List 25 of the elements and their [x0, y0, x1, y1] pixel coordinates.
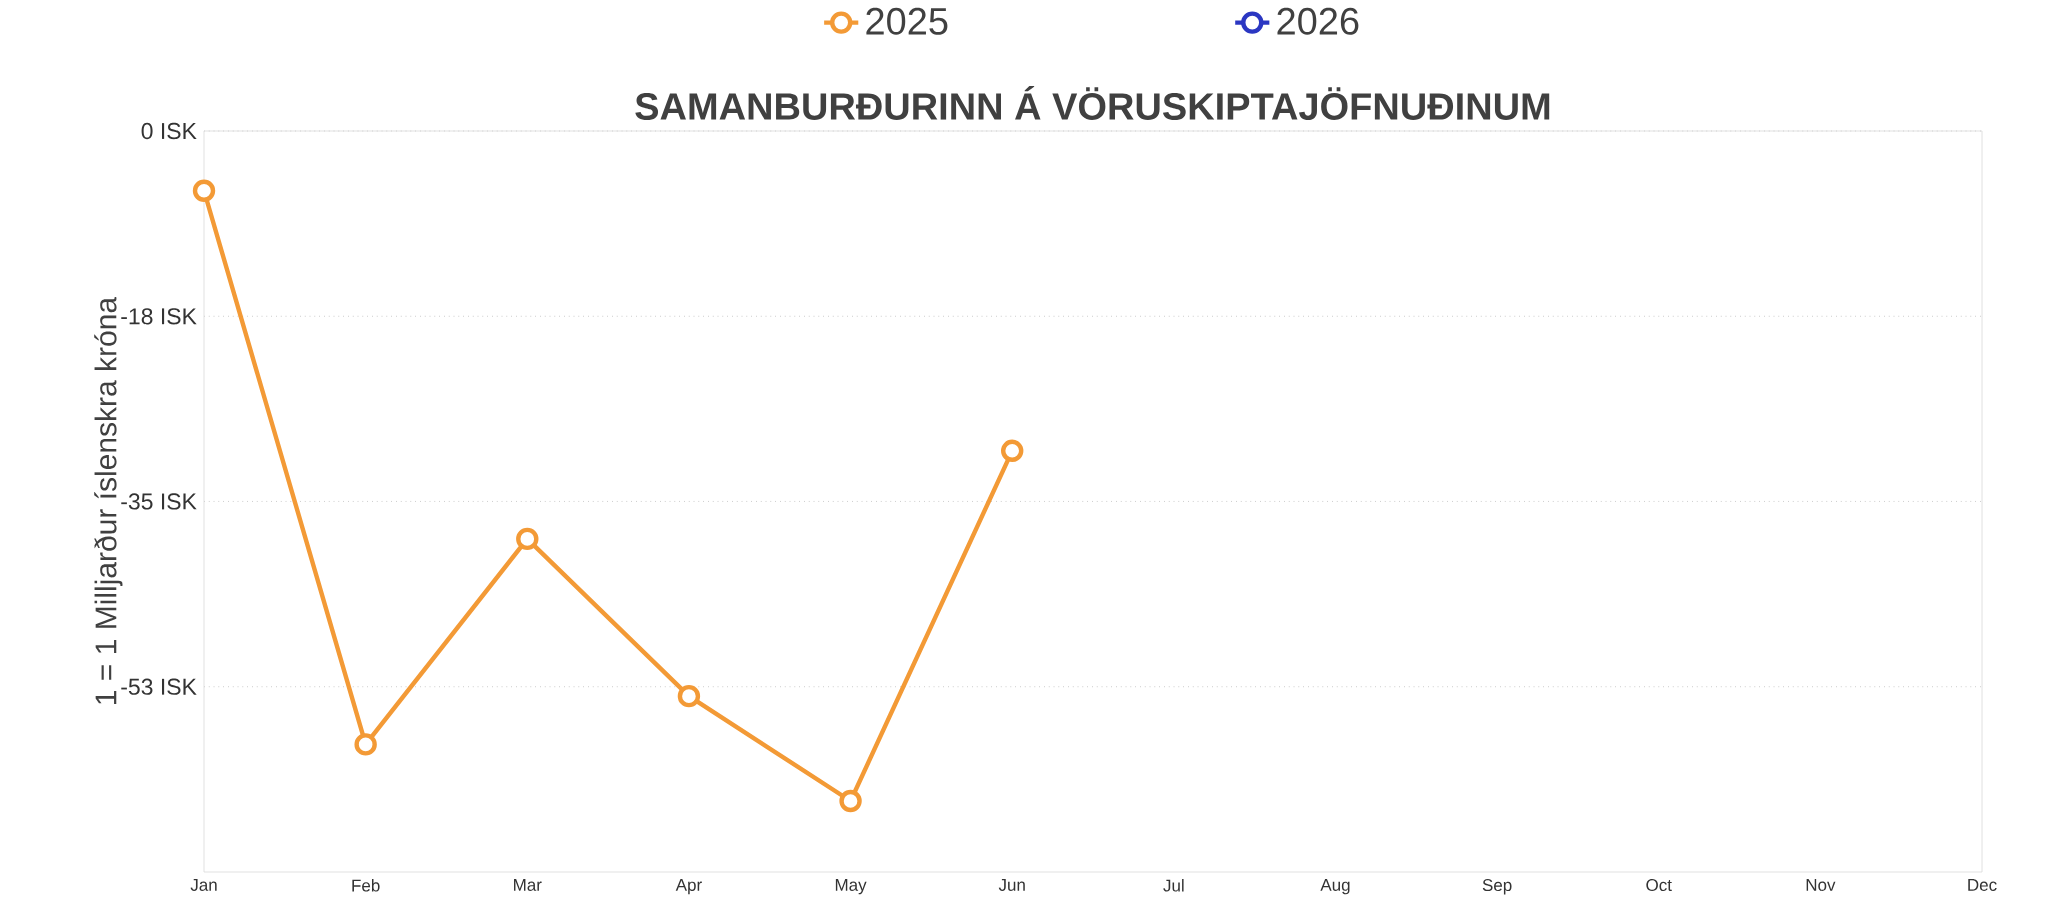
- x-tick-label: Nov: [1806, 879, 1836, 891]
- point: [192, 179, 216, 202]
- x-tick-label: Jun: [998, 879, 1025, 891]
- point: [1001, 439, 1024, 463]
- point: [677, 684, 701, 708]
- x-tick-label: Jul: [1163, 879, 1184, 892]
- legend-label: 2026: [1277, 7, 1359, 35]
- x-tick-label: Aug: [1320, 879, 1350, 895]
- x-tick-label: Dec: [1968, 879, 1997, 891]
- x-tick-label: Sep: [1482, 879, 1512, 895]
- x-tick-label: Feb: [352, 879, 380, 892]
- legend-label: 2025: [866, 7, 948, 35]
- x-tick-label: May: [835, 879, 867, 895]
- x-tick-label: Apr: [675, 879, 702, 895]
- y-tick-label: -53 ISK: [121, 678, 197, 695]
- y-tick-label: 0 ISK: [141, 122, 197, 140]
- y-tick-label: -35 ISK: [121, 493, 197, 510]
- chart-title: SAMANBURÐURINN Á VÖRUSKIPTAJÖFNUÐINUM: [635, 85, 1550, 120]
- x-tick-label: Oct: [1646, 879, 1672, 892]
- point: [516, 527, 539, 551]
- x-tick-label: Jan: [190, 879, 217, 891]
- y-tick-label: -18 ISK: [121, 308, 197, 325]
- x-tick-label: Mar: [514, 879, 542, 891]
- point: [839, 789, 862, 813]
- point: [354, 733, 377, 756]
